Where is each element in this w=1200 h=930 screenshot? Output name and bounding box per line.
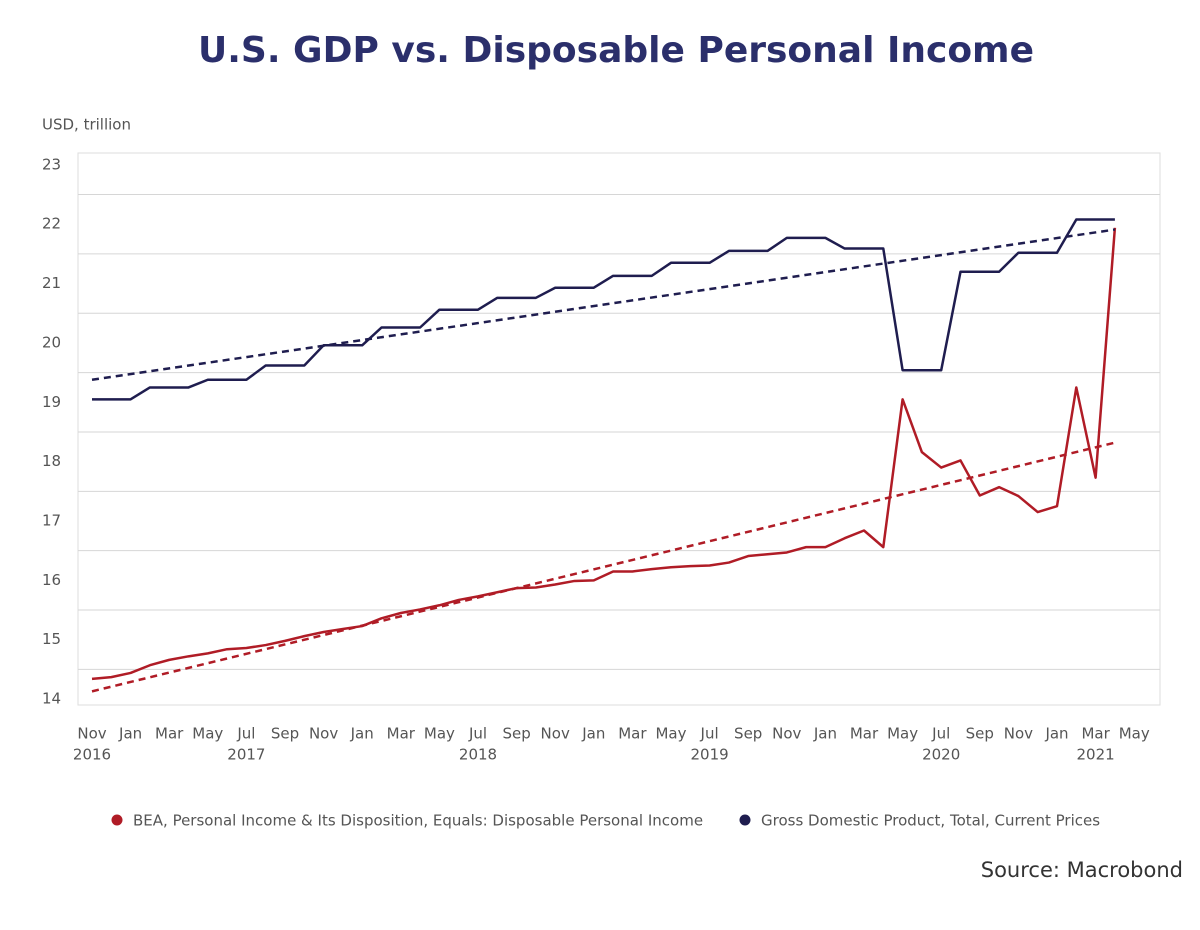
- x-tick-label: Sep: [966, 725, 994, 743]
- x-year-label: 2021: [1077, 746, 1115, 764]
- chart-title: U.S. GDP vs. Disposable Personal Income: [198, 30, 1034, 71]
- x-tick-label: May: [1119, 725, 1150, 743]
- legend-swatch: [111, 814, 123, 826]
- x-tick-label: May: [655, 725, 686, 743]
- x-tick-label: Jan: [581, 725, 605, 743]
- y-axis-label: USD, trillion: [42, 116, 131, 134]
- x-tick-label: Jul: [931, 725, 950, 743]
- x-tick-label: Jul: [236, 725, 255, 743]
- y-tick-label: 20: [42, 333, 61, 351]
- x-tick-label: Nov: [77, 725, 106, 743]
- y-tick-label: 21: [42, 274, 61, 292]
- series-line: [92, 218, 1115, 401]
- x-tick-label: Mar: [618, 725, 647, 743]
- x-tick-label: Nov: [541, 725, 570, 743]
- x-tick-label: Jan: [1044, 725, 1068, 743]
- x-tick-label: Mar: [850, 725, 879, 743]
- y-tick-label: 14: [42, 690, 61, 708]
- x-year-label: 2017: [227, 746, 265, 764]
- series-line: [91, 227, 1117, 681]
- plot-frame: [77, 152, 1161, 706]
- x-tick-label: May: [192, 725, 223, 743]
- x-tick-label: Mar: [1081, 725, 1110, 743]
- x-tick-label: Nov: [1004, 725, 1033, 743]
- x-tick-label: Sep: [734, 725, 762, 743]
- x-tick-label: Mar: [155, 725, 184, 743]
- source: Source: Macrobond: [981, 858, 1183, 882]
- x-tick-label: Sep: [271, 725, 299, 743]
- x-tick-label: Jan: [813, 725, 837, 743]
- legend-swatch: [739, 814, 751, 826]
- trend-line: [91, 228, 1116, 381]
- legend-label: BEA, Personal Income & Its Disposition, …: [133, 812, 703, 830]
- y-tick-label: 18: [42, 452, 61, 470]
- x-tick-label: Mar: [387, 725, 416, 743]
- x-year-label: 2016: [73, 746, 111, 764]
- y-tick-label: 22: [42, 215, 61, 233]
- x-tick-label: Jul: [700, 725, 719, 743]
- x-tick-label: Jan: [350, 725, 374, 743]
- y-tick-label: 23: [42, 155, 61, 173]
- y-tick-label: 19: [42, 393, 61, 411]
- x-year-label: 2019: [691, 746, 729, 764]
- x-tick-label: Jan: [118, 725, 142, 743]
- x-tick-label: May: [887, 725, 918, 743]
- x-tick-label: Nov: [309, 725, 338, 743]
- x-tick-label: Nov: [772, 725, 801, 743]
- y-tick-label: 17: [42, 512, 61, 530]
- y-tick-label: 15: [42, 630, 61, 648]
- legend-label: Gross Domestic Product, Total, Current P…: [761, 812, 1100, 830]
- x-tick-label: Sep: [502, 725, 530, 743]
- y-tick-label: 16: [42, 571, 61, 589]
- x-year-label: 2020: [922, 746, 960, 764]
- x-tick-label: May: [424, 725, 455, 743]
- x-tick-label: Jul: [468, 725, 487, 743]
- x-year-label: 2018: [459, 746, 497, 764]
- trend-line: [91, 441, 1116, 693]
